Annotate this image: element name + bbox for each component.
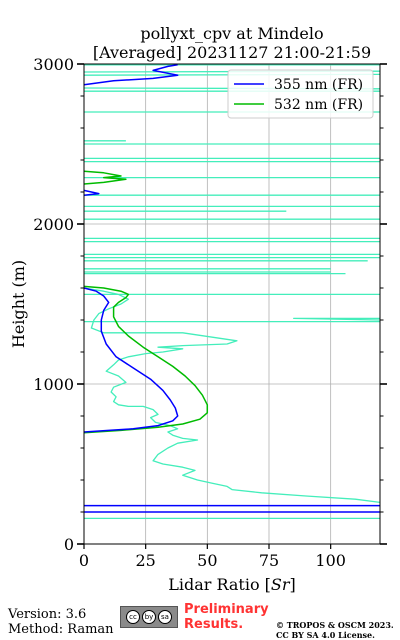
sa-icon: sa	[158, 610, 172, 624]
copyright-line-2: CC BY SA 4.0 License.	[276, 630, 375, 640]
plot-frame	[83, 63, 381, 545]
x-tick-label-4: 100	[315, 551, 346, 570]
chart-title-line-1: pollyxt_cpv at Mindelo	[140, 24, 323, 43]
legend-box	[227, 69, 374, 119]
y-tick-label-1: 1000	[33, 375, 74, 394]
legend-label-532: 532 nm (FR)	[274, 97, 363, 113]
preliminary-line-1: Preliminary	[184, 602, 269, 617]
preliminary-line-2: Results.	[184, 617, 244, 632]
y-tick-labels: 0 1000 2000 3000	[33, 55, 74, 554]
copyright-line-1: © TROPOS & OSCM 2023.	[276, 620, 394, 630]
by-icon: by	[142, 610, 156, 624]
legend-label-355: 355 nm (FR)	[274, 77, 363, 93]
method-text: Method: Raman	[8, 622, 114, 637]
version-text: Version: 3.6	[8, 607, 87, 622]
lidar-ratio-chart: pollyxt_cpv at Mindelo [Averaged] 202311…	[9, 24, 387, 594]
series-line-532-nm	[83, 170, 209, 434]
x-tick-label-3: 75	[259, 551, 279, 570]
y-tick-label-3: 3000	[33, 55, 74, 74]
cc-license-badge: cc by sa	[120, 606, 178, 628]
chart-title-line-2: [Averaged] 20231127 21:00-21:59	[93, 43, 371, 62]
x-axis-label: Lidar Ratio [Sr]	[168, 575, 296, 594]
axis-ticks	[77, 63, 387, 549]
data-series	[83, 64, 381, 520]
legend: 355 nm (FR) 532 nm (FR)	[227, 69, 374, 119]
y-tick-label-0: 0	[64, 535, 74, 554]
x-tick-label-1: 25	[135, 551, 155, 570]
copyright-notice: © TROPOS & OSCM 2023. CC BY SA 4.0 Licen…	[276, 620, 394, 640]
x-tick-labels: 0 25 50 75 100	[79, 551, 346, 570]
x-tick-label-0: 0	[79, 551, 89, 570]
x-tick-label-2: 50	[197, 551, 217, 570]
series-line-background	[83, 64, 381, 520]
preliminary-results-notice: Preliminary Results.	[184, 602, 269, 632]
grid-lines	[83, 63, 380, 545]
cc-icon: cc	[126, 610, 140, 624]
series-line-355-nm	[83, 64, 380, 513]
y-tick-label-2: 2000	[33, 215, 74, 234]
y-axis-label: Height (m)	[9, 260, 28, 348]
